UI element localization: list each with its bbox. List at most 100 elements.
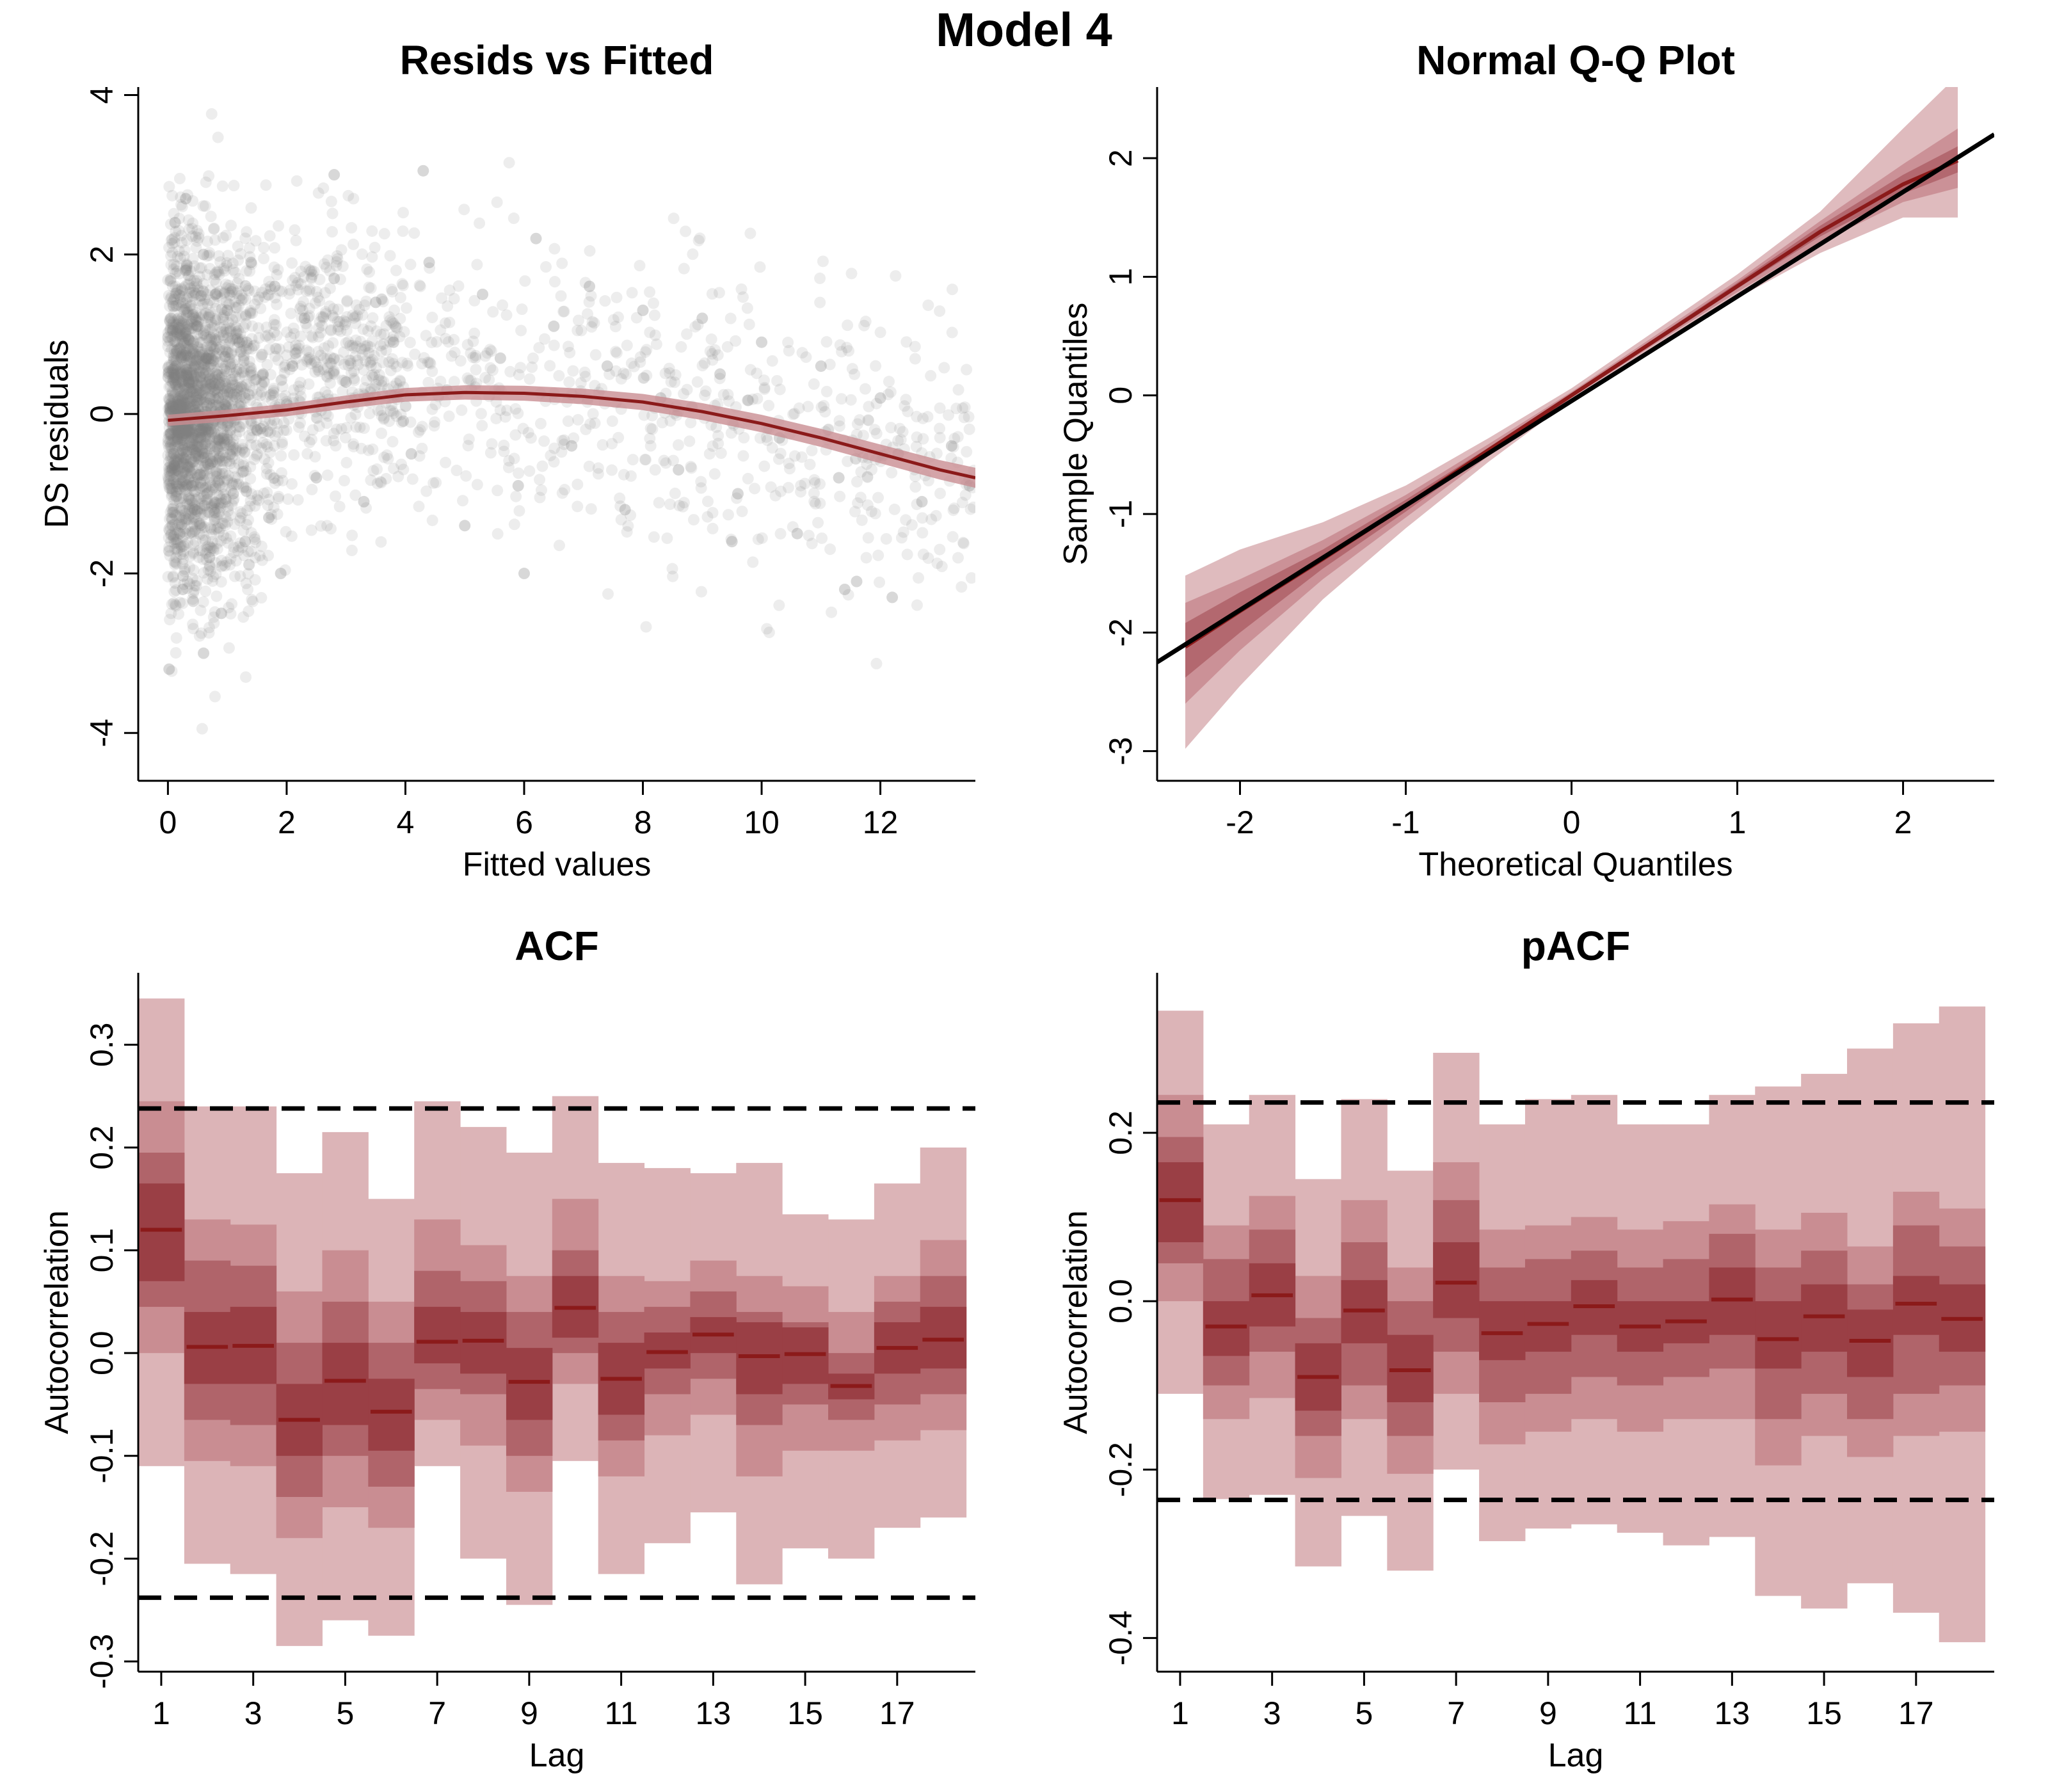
resid-point [358,495,370,508]
resid-point [208,333,220,345]
resid-point [515,362,527,374]
resid-point [172,313,184,325]
resid-point [170,280,182,292]
resid-point [841,341,853,353]
resid-point [461,372,474,384]
resid-point [810,498,822,510]
resid-point [182,468,194,481]
resid-point [255,592,268,604]
resid-point [215,438,227,450]
resid-point [220,493,232,505]
resid-point [208,222,220,234]
resid-point [237,481,250,493]
resid-point [177,570,189,582]
resid-point [387,334,399,346]
resid-point [195,385,207,397]
resid-point [198,490,210,502]
resid-point [276,374,288,386]
resid-point [209,496,221,508]
resid-point [216,554,228,566]
resid-point [235,512,247,524]
resid-point [170,431,182,443]
resid-point [669,487,681,499]
resid-point [218,517,230,529]
resid-point [211,468,223,480]
resid-point [607,314,620,326]
resid-point [328,435,340,447]
resid-point [498,445,510,458]
resid-point [186,316,198,328]
resid-point [194,371,206,383]
resid-point [246,593,258,605]
resid-point [165,312,177,324]
resid-point [800,351,812,364]
resid-point [198,348,210,360]
resid-point [176,392,188,404]
resid-point [754,261,766,273]
resid-point [206,536,218,548]
resid-point [243,242,255,254]
acf-y-tick-label: -0.3 [84,1634,120,1689]
resid-point [304,353,316,365]
resid-point [190,424,202,436]
resid-point [162,470,174,483]
resid-point [326,207,339,220]
resid-point [216,420,228,432]
resid-point [251,425,263,437]
resid-point [176,518,188,531]
resid-point [170,347,182,359]
resid-point [196,346,208,358]
resid-point [168,355,180,367]
resid-point [639,346,652,358]
resid-point [164,293,177,305]
resid-point [221,396,234,408]
resid-point [248,453,260,465]
resid-point [664,498,676,510]
resid-point [249,533,261,545]
resid-point [534,417,547,429]
resid-point [166,443,179,455]
resid-point [187,618,199,630]
resid-point [179,565,191,577]
resid-point [171,284,183,296]
resid-point [234,420,246,433]
pacf-y-tick-label: -0.2 [1103,1442,1139,1497]
resid-point [164,464,177,476]
resid-point [666,563,678,575]
resid-point [176,348,188,360]
resid-point [664,367,676,379]
resid-point [477,288,489,300]
resid-point [189,508,202,520]
resid-point [195,508,207,520]
resid-point [173,423,186,435]
resid-point [207,380,219,392]
acf-plot-area [138,998,975,1646]
resid-point [555,290,567,302]
resid-point [194,337,206,349]
qq-reference-line [1157,132,1994,664]
resid-point [909,340,921,353]
resid-point [678,497,690,509]
resid-point [312,364,324,376]
resid-point [170,354,182,366]
resid-point [615,514,627,526]
resid-point [265,284,277,296]
resid-point [173,212,186,225]
resid-point [215,607,227,620]
resid-point [227,488,239,500]
resid-point [200,585,212,597]
resid-point [173,450,186,462]
resid-point [234,515,246,527]
resid-point [188,289,200,301]
resid-y-tick-label: -2 [84,559,120,588]
resid-point [783,345,795,357]
resid-point [175,353,187,365]
resid-point [230,301,243,314]
resid-point [292,494,304,506]
resid-point [206,321,218,333]
pacf-band-bar [1203,1301,1250,1356]
resid-point [168,321,180,333]
resid-point [835,393,847,405]
resid-point [225,530,237,542]
resid-point [500,404,513,417]
